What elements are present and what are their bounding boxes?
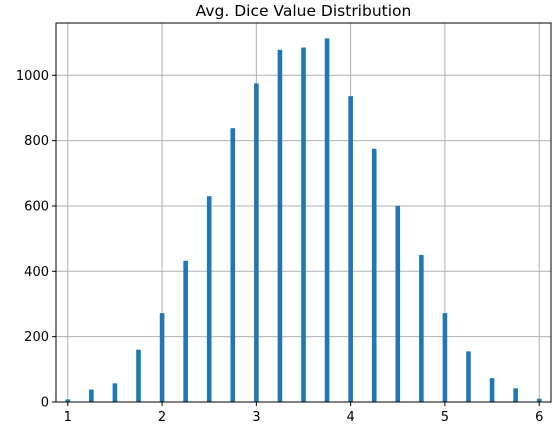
- bar: [324, 38, 330, 403]
- bar: [136, 349, 141, 402]
- bar: [277, 49, 283, 402]
- bar: [513, 388, 518, 402]
- bar: [489, 378, 495, 402]
- x-tick-label: 1: [64, 410, 72, 425]
- x-tick-label: 2: [158, 410, 166, 425]
- x-tick-label: 6: [535, 410, 543, 425]
- bar: [348, 96, 353, 402]
- bar: [395, 205, 401, 402]
- bar: [419, 254, 424, 402]
- bar: [466, 351, 471, 402]
- y-tick-label: 200: [24, 330, 49, 345]
- y-axis: 0 200 400 600 800 1000: [16, 69, 56, 411]
- bar: [159, 313, 165, 402]
- plot-frame: [55, 22, 552, 403]
- y-tick-label: 0: [41, 396, 49, 411]
- bar: [206, 196, 212, 402]
- bar: [301, 47, 306, 403]
- y-tick-label: 1000: [16, 69, 49, 84]
- x-axis: 1 2 3 4 5 6: [64, 402, 543, 425]
- y-tick-label: 600: [24, 199, 49, 214]
- bar: [371, 148, 377, 402]
- bar: [65, 399, 71, 402]
- bar: [442, 313, 448, 402]
- x-tick-label: 4: [347, 410, 355, 425]
- y-tick-label: 800: [24, 134, 49, 149]
- bar: [89, 389, 94, 402]
- y-tick-label: 400: [24, 265, 49, 280]
- bar: [183, 260, 188, 402]
- bar: [536, 398, 542, 402]
- x-tick-label: 5: [441, 410, 449, 425]
- bar: [112, 383, 118, 402]
- chart-title: Avg. Dice Value Distribution: [196, 2, 412, 20]
- x-tick-label: 3: [252, 410, 260, 425]
- bar: [254, 83, 259, 402]
- bars-layer: [65, 38, 542, 403]
- bar: [230, 128, 236, 402]
